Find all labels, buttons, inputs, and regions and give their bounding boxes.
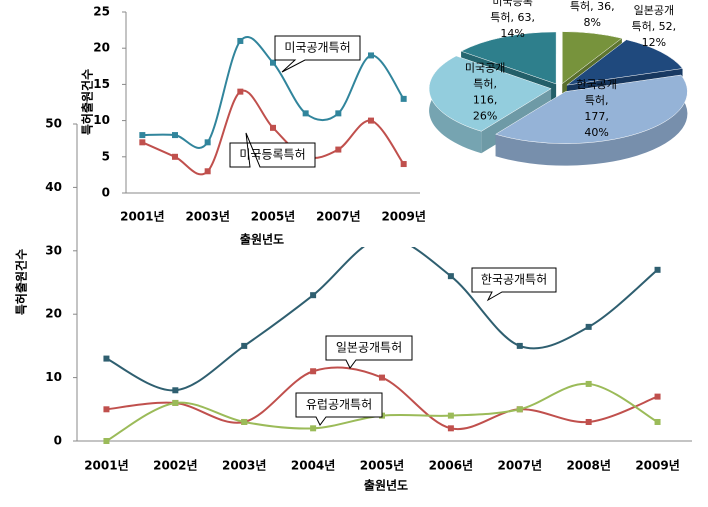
series-label: 유럽공개특허 xyxy=(306,398,372,412)
marker xyxy=(379,374,385,381)
x-tick-label: 2001년 xyxy=(120,210,164,224)
x-tick-label: 2003년 xyxy=(222,459,266,473)
marker xyxy=(302,110,309,117)
pie-label: 미국공개 특허, 116, 26% xyxy=(465,62,505,123)
marker xyxy=(400,95,407,102)
x-axis-title: 출원년도 xyxy=(240,232,284,247)
marker xyxy=(585,323,592,330)
marker xyxy=(204,168,211,175)
marker xyxy=(585,418,592,425)
marker xyxy=(516,406,523,413)
marker xyxy=(270,124,276,131)
x-tick-label: 2003년 xyxy=(185,210,229,224)
x-tick-label: 2005년 xyxy=(251,210,295,224)
y-tick-label: 0 xyxy=(102,186,110,200)
marker xyxy=(204,139,211,146)
x-tick-label: 2006년 xyxy=(429,459,473,473)
marker xyxy=(103,355,110,362)
pie-slice xyxy=(460,31,557,85)
x-axis-title: 출원년도 xyxy=(364,478,408,493)
marker xyxy=(654,418,661,425)
marker xyxy=(270,59,276,66)
marker xyxy=(447,273,454,280)
marker xyxy=(172,387,179,394)
y-tick-label: 50 xyxy=(45,117,62,131)
marker xyxy=(237,37,244,44)
marker xyxy=(139,139,146,146)
marker xyxy=(237,88,244,95)
x-tick-label: 2009년 xyxy=(381,210,425,224)
marker xyxy=(103,406,110,413)
marker xyxy=(241,342,248,349)
x-tick-label: 2001년 xyxy=(84,459,128,473)
x-tick-label: 2008년 xyxy=(566,459,610,473)
x-tick-label: 2005년 xyxy=(360,459,404,473)
series-label: 한국공개특허 xyxy=(481,273,547,287)
line xyxy=(105,236,659,392)
marker xyxy=(585,380,592,387)
pie-slice xyxy=(566,39,683,86)
y-tick-label: 20 xyxy=(45,307,62,321)
marker xyxy=(516,342,523,349)
x-tick-label: 2004년 xyxy=(291,459,335,473)
x-tick-label: 2002년 xyxy=(153,459,197,473)
marker xyxy=(310,292,317,299)
marker xyxy=(654,266,661,273)
callout xyxy=(295,392,383,426)
pie-slice xyxy=(428,55,552,132)
pie-label: 미국등록 특허, 63, 14% xyxy=(490,0,535,40)
y-tick-label: 10 xyxy=(93,113,110,127)
marker xyxy=(447,412,454,419)
y-axis-title: 특허출원건수 xyxy=(80,69,95,135)
callout xyxy=(325,335,413,369)
marker xyxy=(172,132,178,139)
callout xyxy=(471,267,557,302)
marker xyxy=(335,146,342,153)
marker xyxy=(172,153,178,160)
x-tick-label: 2009년 xyxy=(635,459,679,473)
x-tick-label: 2007년 xyxy=(498,459,542,473)
pie-slice xyxy=(562,31,623,85)
callout xyxy=(229,132,316,168)
series-label: 일본공개특허 xyxy=(336,341,402,355)
pie-slice xyxy=(495,74,688,144)
marker xyxy=(368,117,374,124)
y-tick-label: 15 xyxy=(93,77,110,91)
y-tick-label: 10 xyxy=(45,370,62,384)
y-tick-label: 20 xyxy=(93,41,110,55)
marker xyxy=(139,132,146,139)
series-label: 미국등록특허 xyxy=(239,148,305,162)
y-tick-label: 0 xyxy=(54,434,62,448)
x-tick-label: 2007년 xyxy=(316,210,360,224)
marker xyxy=(654,393,661,400)
marker xyxy=(172,399,179,406)
callout xyxy=(274,35,361,73)
marker xyxy=(335,110,342,117)
marker xyxy=(310,425,317,432)
series-label: 미국공개특허 xyxy=(284,41,350,55)
pie-label: 한국공개 특허, 177, 40% xyxy=(576,78,616,139)
marker xyxy=(103,438,110,444)
y-tick-label: 30 xyxy=(45,243,62,257)
y-axis-title: 특허출원건수 xyxy=(14,249,29,315)
marker xyxy=(447,425,454,432)
y-tick-label: 40 xyxy=(45,180,62,194)
marker xyxy=(400,161,407,168)
marker xyxy=(310,368,317,375)
marker xyxy=(368,52,374,59)
pie-label: 유럽공개특허, 36,8% xyxy=(570,0,615,29)
inset-background xyxy=(88,4,426,247)
y-tick-label: 25 xyxy=(93,5,110,19)
y-tick-label: 5 xyxy=(102,149,110,163)
marker xyxy=(241,418,248,425)
pie-label: 일본공개 특허, 52, 12% xyxy=(631,3,676,49)
